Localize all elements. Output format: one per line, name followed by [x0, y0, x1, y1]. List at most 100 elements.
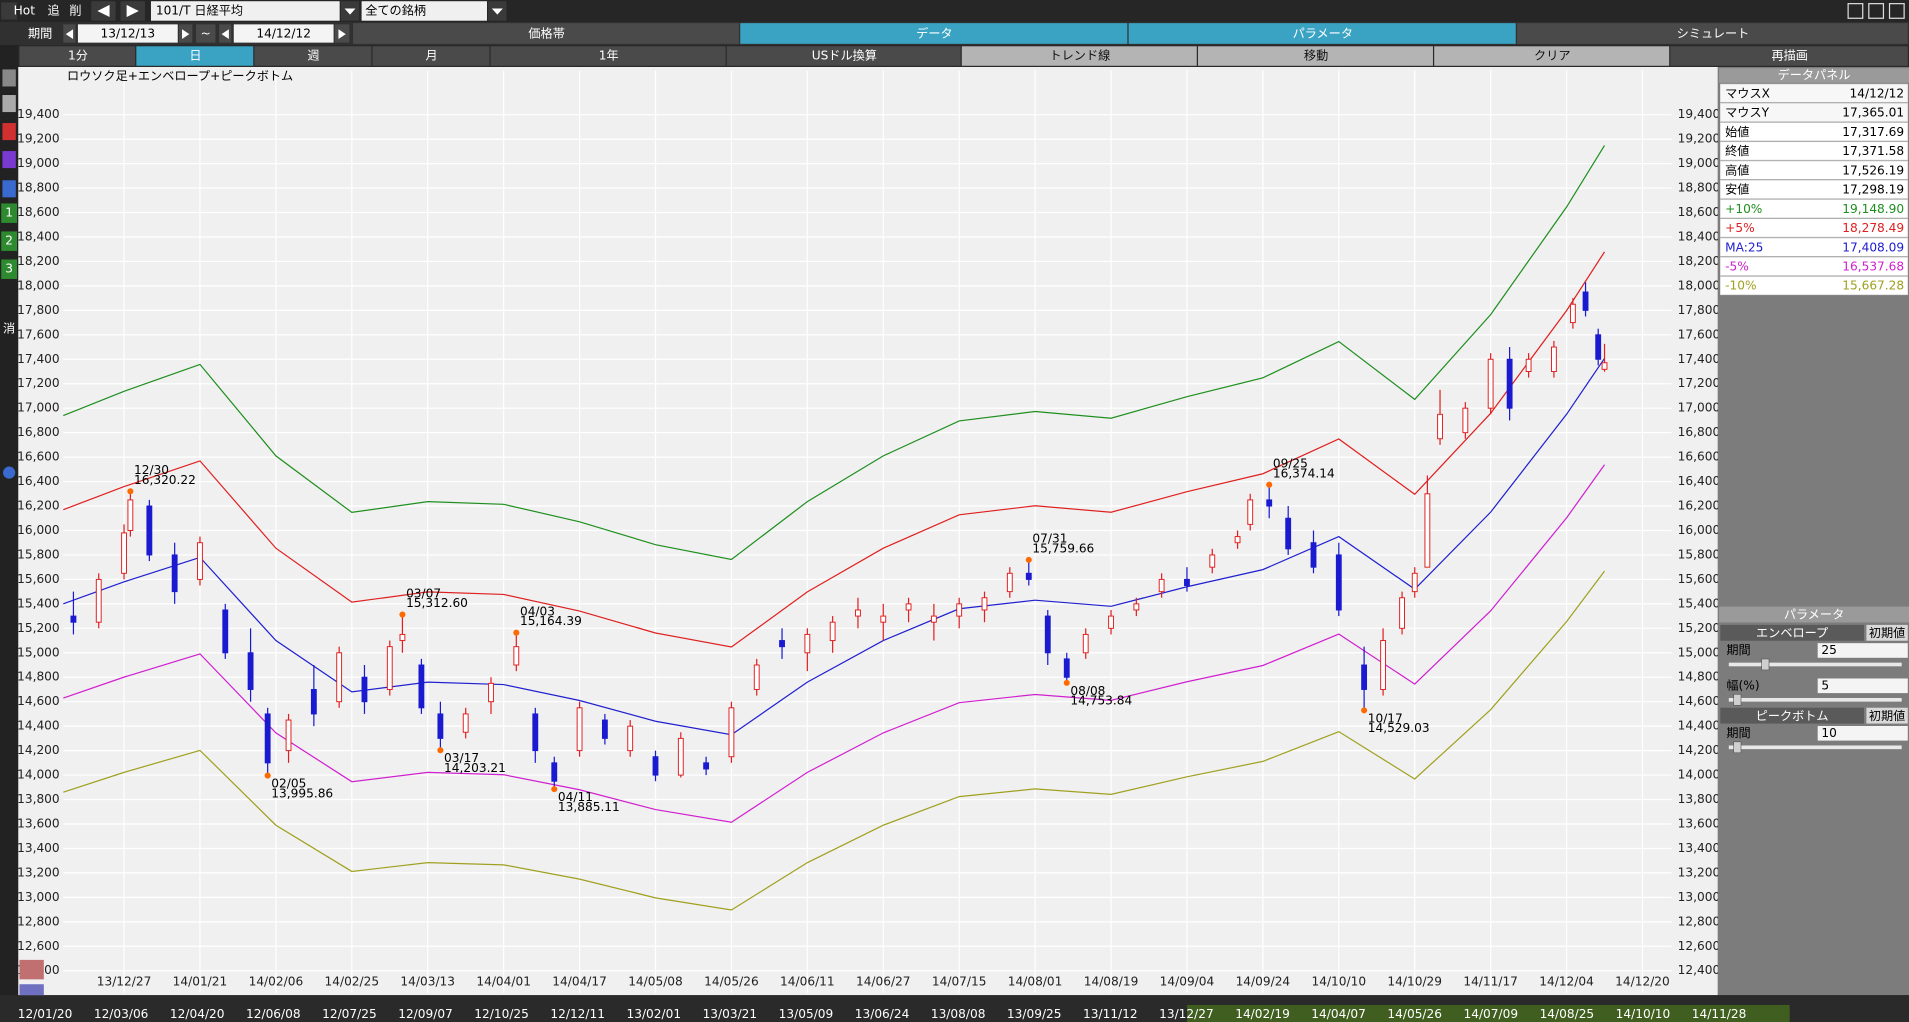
symbol-box[interactable] [150, 1, 340, 21]
tab[interactable] [1128, 23, 1516, 44]
sidebar-icon[interactable] [2, 151, 16, 169]
candle-body [728, 707, 735, 758]
y-tick-label-right: 16,000 [1678, 523, 1721, 537]
annotation-date: 02/05 [271, 777, 306, 791]
candle-body [197, 542, 203, 580]
field-input[interactable] [1817, 725, 1908, 741]
x-tick-label: 14/09/24 [1236, 974, 1291, 988]
sidebar-icon[interactable] [2, 180, 16, 198]
x-tick-label: 14/02/25 [325, 974, 380, 988]
sidebar-icon[interactable] [2, 95, 16, 113]
toolbar-button[interactable] [961, 46, 1197, 66]
data-row-label: -10% [1725, 279, 1756, 293]
tab[interactable] [353, 23, 740, 44]
sidebar-icon[interactable] [2, 69, 16, 87]
y-tick-label: 18,200 [17, 254, 60, 268]
sidebar-icon[interactable] [2, 123, 16, 141]
candle-body [1487, 358, 1494, 409]
slider-thumb[interactable] [1761, 658, 1770, 671]
y-tick-label-right: 13,200 [1678, 865, 1721, 879]
candle-body [1601, 362, 1608, 370]
candle-body [1506, 358, 1513, 409]
candle-body [677, 737, 684, 776]
field-input[interactable] [1817, 643, 1908, 658]
y-tick-label: 13,200 [17, 865, 60, 879]
candle-body [513, 646, 520, 666]
sidebar-icon[interactable] [1, 231, 18, 251]
data-row [1719, 102, 1909, 122]
button-label: 月 [426, 49, 438, 63]
peak-bottom-marker [513, 629, 520, 636]
y-tick-label-right: 19,200 [1678, 132, 1721, 146]
timeline-range [1187, 1004, 1790, 1022]
data-row-value: 19,148.90 [1842, 202, 1904, 216]
field-value: 10 [1821, 726, 1836, 740]
sidebar-icon[interactable] [1, 203, 18, 223]
candle-body [310, 688, 317, 715]
button-label: 1年 [599, 49, 619, 63]
sidebar-icon[interactable] [1, 259, 18, 279]
toolbar-button[interactable] [1670, 46, 1908, 66]
window-button[interactable] [1888, 3, 1905, 19]
date-from-box[interactable] [77, 24, 178, 43]
slider-thumb[interactable] [1733, 694, 1742, 706]
peak-bottom-marker [1266, 481, 1273, 488]
tab[interactable] [740, 23, 1128, 44]
toolbar-button[interactable] [1434, 46, 1670, 66]
toolbar-button[interactable] [490, 46, 726, 66]
data-row-label: マウスY [1725, 106, 1769, 120]
candle-body [1184, 578, 1190, 587]
timeline-icon[interactable] [19, 984, 44, 996]
toolbar-button[interactable] [19, 46, 136, 66]
candle-body [1525, 358, 1532, 372]
timeline-label: 13/02/01 [626, 1007, 681, 1021]
window-button[interactable] [1868, 3, 1885, 19]
candle-body [1234, 536, 1241, 544]
timeline-icon[interactable] [19, 959, 44, 980]
reset-button[interactable] [1866, 707, 1908, 724]
candle-body [627, 725, 634, 752]
slider-thumb[interactable] [1733, 741, 1742, 754]
field-input[interactable] [1817, 678, 1908, 694]
y-tick-label: 19,400 [17, 107, 60, 121]
candle-body [753, 664, 760, 690]
data-row-label: 終値 [1725, 143, 1749, 158]
candle-body [95, 578, 102, 623]
toolbar-button[interactable] [372, 46, 490, 66]
y-tick-label: 14,800 [17, 670, 60, 684]
settings-icon[interactable] [3, 466, 16, 479]
y-tick-label-right: 13,800 [1678, 792, 1721, 806]
annotation-value: 14,203.21 [444, 761, 506, 775]
window-button[interactable] [1847, 3, 1864, 19]
candle-body [70, 615, 77, 623]
data-row [1719, 237, 1909, 257]
timeline-label: 13/11/12 [1083, 1007, 1138, 1021]
x-tick-label: 14/06/11 [780, 974, 835, 988]
candle-body [855, 609, 861, 617]
sidebar-label: 3 [5, 262, 13, 276]
candle-body [652, 756, 659, 776]
y-tick-label-right: 18,000 [1678, 278, 1721, 292]
peak-bottom-marker [127, 488, 134, 495]
section-name: エンベロープ [1756, 626, 1828, 640]
toolbar-button[interactable] [254, 46, 372, 66]
group-box[interactable] [361, 1, 487, 21]
candle-body [488, 682, 494, 703]
y-tick-label-right: 12,400 [1678, 963, 1721, 977]
annotation-date: 03/07 [406, 586, 441, 600]
data-row-value: 17,365.01 [1842, 106, 1904, 120]
date-to-box[interactable] [233, 24, 334, 43]
data-row-label: 安値 [1725, 182, 1749, 197]
data-panel-header [1719, 68, 1909, 83]
toolbar-button[interactable] [1197, 46, 1433, 66]
toolbar-button[interactable] [726, 46, 961, 66]
data-row-label: +5% [1725, 221, 1754, 235]
data-row-value: 17,408.09 [1842, 240, 1904, 254]
annotation-value: 13,885.11 [558, 800, 620, 814]
reset-button[interactable] [1866, 624, 1908, 641]
tab[interactable] [1516, 23, 1908, 44]
toolbar-button[interactable] [136, 46, 254, 66]
y-tick-label-right: 13,600 [1678, 816, 1721, 830]
y-tick-label: 17,400 [17, 352, 60, 366]
